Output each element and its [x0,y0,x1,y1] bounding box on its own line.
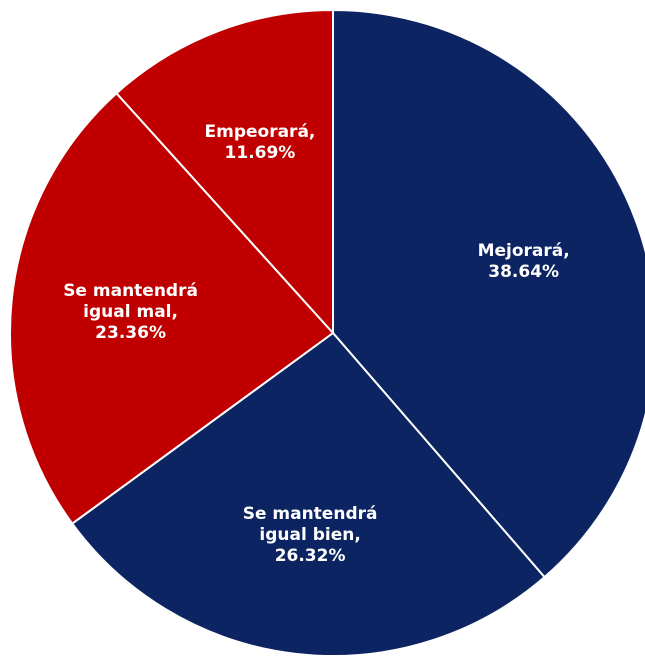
category-label: Se mantendrá igual mal, [63,280,198,322]
label-box: Empeorará, 11.69% [185,88,335,198]
value-label: 11.69% [224,143,296,164]
category-label: Se mantendrá igual bien, [242,503,378,545]
value-label: 23.36% [95,322,166,343]
value-label: 26.32% [274,545,346,566]
slice-label: Se mantendrá igual mal,23.36% [56,257,206,367]
slice-label: Se mantendrá igual bien,26.32% [235,480,385,590]
label-box: Se mantendrá igual mal, 23.36% [56,257,206,367]
pie-slice [332,8,645,579]
pie-slice [9,91,335,526]
slice-label: Mejorará,38.64% [449,207,599,317]
pie-slice [115,8,334,336]
label-box: Se mantendrá igual bien, 26.32% [235,480,385,590]
category-label: Mejorará, [477,240,570,261]
slice-label: Empeorará,11.69% [185,88,335,198]
value-label: 38.64% [488,261,560,282]
label-box: Mejorará, 38.64% [449,207,599,317]
category-label: Empeorará, [204,122,316,143]
pie-slice [70,331,546,656]
